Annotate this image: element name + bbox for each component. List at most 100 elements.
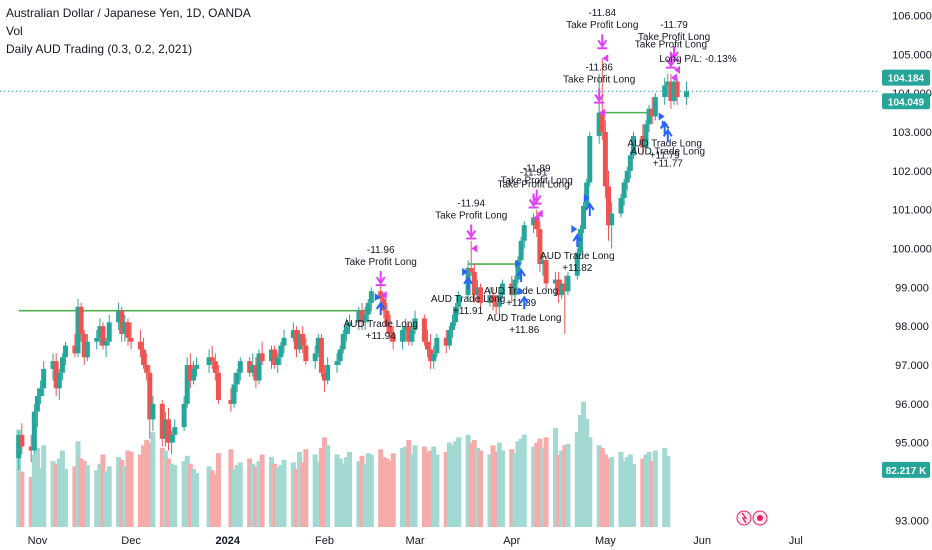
entry-arrow-icon (662, 128, 673, 143)
entry-arrow-icon (572, 233, 583, 248)
candle-body (28, 446, 34, 451)
candle-body (97, 326, 103, 338)
ask-price-badge-bg (882, 69, 930, 86)
volume-bar (412, 445, 418, 527)
volume-bar (81, 461, 87, 527)
volume-bar (493, 451, 499, 527)
candle-body (515, 260, 521, 280)
candle-body (187, 365, 193, 381)
volume-bar (627, 454, 633, 527)
candle-body (359, 310, 365, 323)
volume-bar (471, 440, 477, 527)
candle-body (618, 198, 624, 214)
candle-body (184, 365, 190, 404)
volume-bar (474, 447, 480, 527)
volume-bar (581, 401, 587, 527)
volume-bar (159, 447, 165, 527)
candle-body (278, 345, 284, 358)
candle-body (584, 182, 590, 206)
candle-body (106, 322, 112, 342)
candle-body (312, 353, 318, 362)
volume-bar (434, 454, 440, 527)
x-tick-label: Jun (693, 535, 711, 547)
volume-bar (640, 458, 646, 527)
volume-bar (400, 447, 406, 527)
volume-bar (187, 463, 193, 527)
candle-body (587, 135, 593, 183)
candle-body (116, 310, 122, 323)
candle-body (272, 349, 278, 366)
candle-body (449, 322, 455, 331)
entry-value: +11.79 (650, 150, 681, 161)
volume-badge-bg (882, 461, 930, 478)
exit-marker-icon (602, 54, 609, 63)
candle-body (34, 396, 40, 412)
volume-bar (162, 450, 168, 527)
volume-bars (16, 401, 671, 527)
volume-bar (487, 454, 493, 527)
candle-body (596, 112, 602, 136)
volume-bar (606, 458, 612, 527)
volume-bar (72, 466, 78, 527)
candle-body (665, 81, 671, 86)
volume-bar (465, 434, 471, 527)
entry-marker-icon (658, 112, 665, 121)
volume-bar (621, 461, 627, 527)
candle-body (556, 279, 562, 296)
candle-body (31, 411, 37, 451)
candle-body (297, 333, 303, 350)
y-tick-label: 101.000 (892, 205, 932, 217)
candle-body (150, 403, 156, 420)
volume-bar (237, 462, 243, 527)
candle-body (403, 326, 409, 331)
candle-body (162, 419, 168, 439)
candle-body (609, 213, 615, 226)
volume-bar (337, 458, 343, 527)
entry-label: AUD Trade Long (431, 294, 506, 305)
candle-body (640, 135, 646, 148)
chart-title[interactable]: Australian Dollar / Japanese Yen, 1D, OA… (6, 6, 251, 20)
volume-bar (100, 454, 106, 527)
x-tick-label: Mar (406, 535, 425, 547)
candle-body (169, 434, 175, 443)
candle-body (290, 330, 296, 338)
candle-body (649, 108, 655, 117)
candle-body (41, 368, 47, 389)
volume-bar (141, 445, 147, 527)
volume-bar (499, 450, 505, 527)
volume-bar (562, 445, 568, 527)
candle-body (38, 388, 44, 397)
entry-label: AUD Trade Long (343, 319, 418, 330)
strategy-label[interactable]: Daily AUD Trading (0.3, 0.2, 2,021) (6, 42, 193, 56)
candle-body (400, 330, 406, 342)
volume-bar (34, 447, 40, 527)
entry-label: AUD Trade Long (631, 146, 706, 157)
exit-label: Take Profit Long (497, 179, 569, 190)
candle-body (431, 353, 437, 362)
candle-body (362, 314, 368, 323)
candle-body (630, 135, 636, 156)
volume-bar (599, 447, 605, 527)
candle-body (247, 361, 253, 373)
volume-bar (609, 457, 615, 527)
exit-marker-icon (599, 108, 606, 117)
volume-bar (293, 469, 299, 527)
volume-bar (565, 443, 571, 527)
exit-arrow-icon (594, 88, 605, 104)
candle-body (303, 345, 309, 362)
exit-marker-icon (536, 209, 543, 218)
volume-badge: 82.217 K (882, 461, 930, 478)
volume-bar (453, 441, 459, 527)
volume-indicator-label[interactable]: Vol (6, 24, 23, 38)
volume-bar (665, 455, 671, 527)
candle-body (78, 306, 84, 334)
y-tick-label: 98.000 (895, 321, 929, 333)
candle-body (50, 361, 56, 369)
candle-body (390, 333, 396, 342)
volume-bar (403, 446, 409, 527)
candle-body (574, 252, 580, 276)
x-tick-label: Jul (789, 535, 803, 547)
candle-body (343, 326, 349, 334)
x-tick-label: Feb (315, 535, 334, 547)
